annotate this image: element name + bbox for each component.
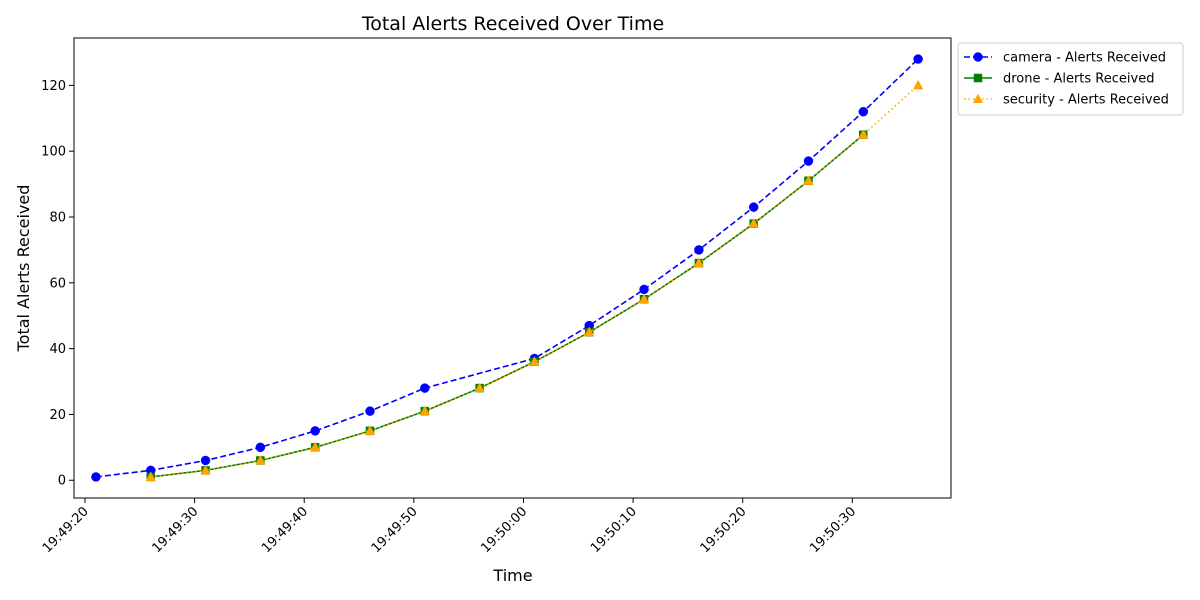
data-point [638, 293, 650, 304]
data-point [364, 425, 376, 435]
data-point [858, 106, 869, 117]
x-tick-label: 19:49:40 [259, 504, 311, 556]
legend-marker [973, 52, 983, 62]
series-line [150, 84, 919, 478]
series-0 [91, 54, 923, 482]
legend-marker [972, 93, 984, 104]
data-point [309, 441, 321, 452]
legend-label: drone - Alerts Received [1003, 72, 1154, 87]
x-tick-label: 19:49:20 [40, 504, 92, 556]
series-line [95, 58, 919, 478]
data-point [694, 245, 704, 255]
legend-label: camera - Alerts Received [1003, 51, 1166, 66]
y-axis-title: Total Alerts Received [14, 185, 33, 353]
data-point [91, 472, 101, 482]
data-point [365, 406, 375, 416]
data-point [255, 442, 266, 453]
legend-label: security - Alerts Received [1003, 93, 1169, 108]
axes: 0 20 40 60 80 100 120 19:49:20 19:49:30 19:49:40 1… [40, 37, 952, 556]
data-point [913, 54, 923, 64]
y-tick-label: 120 [41, 79, 66, 94]
y-tick-label: 100 [41, 145, 66, 160]
data-point [529, 356, 540, 366]
data-point [639, 284, 649, 295]
x-tick-label: 19:50:10 [588, 504, 640, 556]
plot-area [91, 54, 924, 482]
data-point [420, 383, 430, 393]
data-point [803, 156, 814, 166]
data-point [912, 79, 924, 90]
data-point [419, 405, 431, 416]
series-line [150, 134, 864, 478]
y-tick-label: 40 [49, 342, 66, 357]
x-tick-label: 19:50:00 [478, 504, 530, 556]
legend-entry: camera - Alerts Received [964, 51, 1166, 66]
data-point [474, 382, 485, 393]
legend-entry: security - Alerts Received [964, 93, 1169, 108]
data-point [858, 129, 869, 139]
legend: camera - Alerts Received drone - Alerts R… [957, 42, 1184, 116]
y-tick-label: 80 [49, 210, 66, 225]
legend-marker [973, 73, 983, 83]
data-point [748, 202, 759, 212]
data-point [584, 326, 595, 337]
axes-frame [73, 37, 952, 499]
x-tick-label: 19:49:30 [150, 504, 202, 556]
y-tick-label: 60 [49, 276, 66, 291]
x-axis-title: Time [492, 566, 532, 585]
data-point [200, 464, 211, 475]
data-point [255, 454, 266, 465]
y-tick-label: 0 [58, 474, 66, 489]
data-point [310, 426, 320, 436]
data-point [803, 175, 814, 185]
x-tick-label: 19:49:50 [369, 504, 421, 556]
y-tick-label: 20 [49, 408, 66, 423]
x-tick-label: 19:50:30 [807, 504, 859, 556]
legend-box [957, 42, 1184, 116]
data-point [145, 471, 156, 481]
data-point [200, 455, 211, 466]
series-1 [146, 130, 868, 482]
data-point [693, 257, 705, 268]
x-tick-label: 19:50:20 [698, 504, 750, 556]
chart-title: Total Alerts Received Over Time [361, 13, 664, 35]
series-2 [145, 79, 924, 481]
data-point [748, 218, 759, 228]
legend-entry: drone - Alerts Received [964, 72, 1154, 87]
